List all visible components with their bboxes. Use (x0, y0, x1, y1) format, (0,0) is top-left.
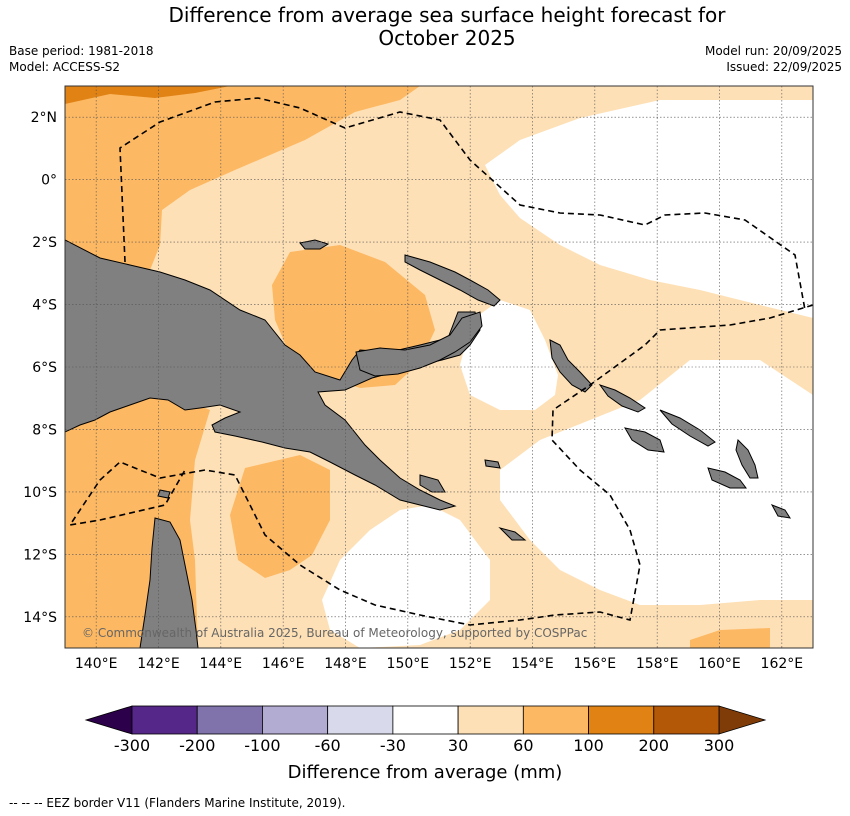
landmass-bougainville (549, 339, 593, 393)
colorbar-tick-label: 30 (448, 736, 468, 755)
longitude-tick-label: 148°E (324, 656, 367, 672)
colorbar-segment (522, 705, 589, 735)
landmass-new-ireland (404, 254, 501, 307)
latitude-tick-label: 0° (41, 173, 57, 189)
colorbar-tick-label: 100 (573, 736, 604, 755)
issued-date: Issued: 22/09/2025 (726, 60, 842, 74)
colorbar-segment (327, 705, 394, 735)
model-run: Model run: 20/09/2025 (704, 44, 842, 58)
latitude-tick-label: 2°N (31, 110, 57, 126)
landmass-new-britain (355, 311, 483, 377)
latitude-tick-label: 6°S (32, 360, 57, 376)
colorbar-tick-label: -300 (114, 736, 150, 755)
latitude-tick-label: 10°S (23, 485, 57, 501)
sea-anomaly-60-100-south (230, 455, 330, 578)
landmass-solomon-makira (707, 467, 747, 489)
sea-anomaly-neutral-south (322, 505, 490, 648)
landmass-louisiade (498, 527, 527, 541)
landmass-cape-york (139, 517, 199, 648)
latitude-tick-label: 2°S (32, 235, 57, 251)
graticule (65, 86, 813, 648)
colorbar-tick-label: -100 (244, 736, 280, 755)
landmass-solomon-malaita (735, 438, 759, 479)
longitude-tick-label: 140°E (75, 656, 118, 672)
sea-anomaly-60-100-southeast (690, 628, 770, 648)
landmass-solomon-guadalcanal (624, 427, 665, 453)
sea-anomaly-100-200-north (65, 86, 230, 104)
colorbar: -300 -200 -100 -60 -30 30 60 100 200 300 (84, 705, 767, 755)
latitude-tick-label: 12°S (23, 547, 57, 563)
landmass-solomon-isabel (659, 409, 716, 447)
latitude-labels: 2°N 0° 2°S 4°S 6°S 8°S 10°S 12°S 14°S (23, 110, 57, 626)
meta-right: Model run: 20/09/2025 Issued: 22/09/2025 (705, 43, 842, 75)
longitude-tick-label: 152°E (449, 656, 492, 672)
colorbar-segment (653, 705, 720, 735)
sea-anomaly-neutral-northeast (485, 100, 813, 318)
colorbar-over-arrow (718, 705, 767, 735)
colorbar-tick-label: -60 (315, 736, 341, 755)
colorbar-tick-label: 60 (513, 736, 533, 755)
colorbar-segment (196, 705, 263, 735)
longitude-tick-label: 158°E (636, 656, 679, 672)
colorbar-segment (392, 705, 459, 735)
longitude-tick-label: 150°E (387, 656, 430, 672)
latitude-tick-label: 8°S (32, 422, 57, 438)
chart-title: Difference from average sea surface heig… (0, 4, 850, 50)
copyright-notice: © Commonwealth of Australia 2025, Bureau… (82, 626, 587, 640)
colorbar-segment (588, 705, 655, 735)
map-frame (64, 85, 814, 649)
base-period: Base period: 1981-2018 (9, 44, 154, 58)
eez-border-png-north (119, 97, 806, 311)
colorbar-tick-label: 200 (639, 736, 670, 755)
colorbar-under-arrow (84, 705, 133, 735)
longitude-tick-label: 162°E (761, 656, 804, 672)
landmass-solomon-choiseul (598, 384, 646, 413)
landmass-dentrecasteaux (419, 474, 446, 493)
colorbar-segment (131, 705, 198, 735)
title-line-2: October 2025 (378, 26, 516, 50)
latitude-tick-label: 14°S (23, 610, 57, 626)
colorbar-tick-label: 300 (704, 736, 735, 755)
colorbar-segment (457, 705, 524, 735)
landmass-rennell (770, 504, 792, 519)
sea-anomaly-neutral-southeast (500, 360, 813, 605)
landmass-torres-islands (157, 489, 171, 499)
longitude-tick-label: 142°E (137, 656, 180, 672)
title-line-1: Difference from average sea surface heig… (168, 3, 726, 27)
longitude-tick-label: 156°E (574, 656, 617, 672)
longitude-labels: 140°E 142°E 144°E 146°E 148°E 150°E 152°E 154°E… (75, 656, 803, 672)
colorbar-tick-label: -30 (380, 736, 406, 755)
sea-anomaly-neutral-central (460, 300, 558, 410)
footer-legend: -- -- -- EEZ border V11 (Flanders Marine… (9, 796, 346, 810)
eez-border-png-solomons (68, 304, 813, 626)
landmass-woodlark (484, 459, 501, 469)
landmass-new-guinea (65, 239, 481, 511)
latitude-tick-label: 4°S (32, 298, 57, 314)
longitude-tick-label: 146°E (262, 656, 305, 672)
colorbar-segment (262, 705, 329, 735)
meta-left: Base period: 1981-2018 Model: ACCESS-S2 (9, 43, 154, 75)
model-name: Model: ACCESS-S2 (9, 60, 121, 74)
colorbar-tick-label: -200 (179, 736, 215, 755)
longitude-tick-label: 154°E (511, 656, 554, 672)
longitude-tick-label: 144°E (200, 656, 243, 672)
eez-borders (68, 97, 813, 626)
longitude-tick-label: 160°E (698, 656, 741, 672)
sea-anomaly-60-100-west (65, 86, 420, 270)
colorbar-label: Difference from average (mm) (288, 762, 563, 783)
